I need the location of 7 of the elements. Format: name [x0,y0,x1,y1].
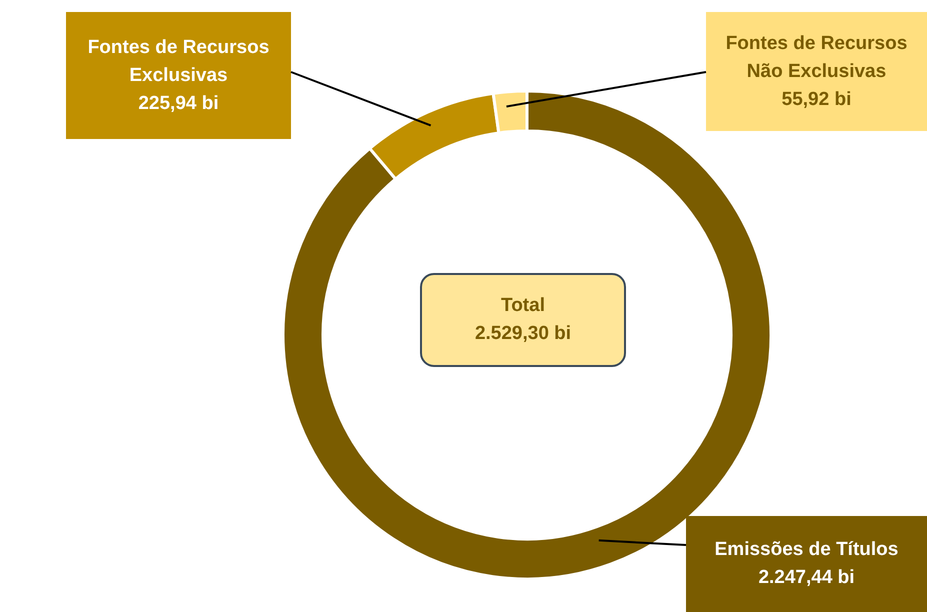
slice-label: Fontes de Recursos Exclusivas [86,36,270,88]
slice-label: Fontes de Recursos Não Exclusivas [724,32,908,84]
slice-label: Emissões de Títulos [714,538,898,562]
data-label: 225,94 bi [138,92,219,116]
text: Total 2.529,30 bi [420,273,626,367]
data-label: 55,92 bi [782,88,852,112]
data-label: 2.247,44 bi [758,566,855,590]
